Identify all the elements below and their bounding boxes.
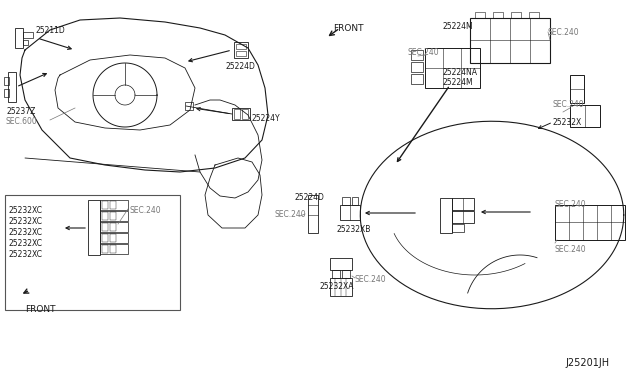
Text: SEC.240: SEC.240 bbox=[555, 200, 587, 209]
Bar bbox=[236, 51, 246, 56]
Bar bbox=[110, 234, 116, 242]
Bar bbox=[110, 212, 116, 220]
Text: 25232XC: 25232XC bbox=[8, 217, 42, 226]
Bar bbox=[100, 211, 128, 221]
Text: 25232XC: 25232XC bbox=[8, 250, 42, 259]
Bar bbox=[15, 28, 23, 48]
Text: FRONT: FRONT bbox=[25, 305, 56, 314]
Bar bbox=[100, 233, 128, 243]
Bar bbox=[102, 201, 108, 209]
Bar bbox=[102, 234, 108, 242]
Bar bbox=[411, 50, 423, 60]
Bar bbox=[234, 42, 248, 58]
Bar bbox=[308, 195, 318, 233]
Text: 25224D: 25224D bbox=[295, 193, 325, 202]
Bar bbox=[102, 223, 108, 231]
Bar bbox=[452, 224, 464, 232]
Text: 25232XC: 25232XC bbox=[8, 239, 42, 248]
Text: SEC.240: SEC.240 bbox=[408, 48, 440, 57]
Text: SEC.240: SEC.240 bbox=[275, 210, 307, 219]
Bar bbox=[340, 205, 360, 220]
Bar bbox=[88, 200, 100, 255]
Bar bbox=[4, 89, 9, 97]
Text: 25224NA: 25224NA bbox=[443, 68, 478, 77]
Text: SEC.240: SEC.240 bbox=[553, 100, 584, 109]
Bar bbox=[236, 44, 246, 49]
Bar bbox=[110, 223, 116, 231]
Bar bbox=[493, 12, 503, 18]
Bar bbox=[411, 74, 423, 84]
Text: 25232X: 25232X bbox=[553, 118, 582, 127]
Bar bbox=[411, 62, 423, 72]
Text: SEC.240: SEC.240 bbox=[555, 245, 587, 254]
Text: 25211D: 25211D bbox=[35, 26, 65, 35]
Text: SEC.240: SEC.240 bbox=[130, 206, 162, 215]
Text: 25224M: 25224M bbox=[443, 22, 474, 31]
Text: SEC.240: SEC.240 bbox=[355, 275, 387, 284]
Text: FRONT: FRONT bbox=[333, 24, 364, 33]
Bar bbox=[330, 258, 352, 270]
Bar bbox=[8, 72, 16, 102]
Bar bbox=[470, 18, 550, 63]
Bar bbox=[4, 77, 9, 85]
Bar bbox=[234, 109, 240, 119]
Bar bbox=[23, 32, 33, 38]
Bar bbox=[440, 198, 452, 233]
Bar bbox=[529, 12, 539, 18]
Bar bbox=[110, 201, 116, 209]
Bar bbox=[232, 108, 250, 120]
Bar bbox=[425, 48, 480, 88]
Bar bbox=[452, 198, 474, 210]
Bar bbox=[242, 109, 248, 119]
Text: J25201JH: J25201JH bbox=[565, 358, 609, 368]
Text: 25237Z: 25237Z bbox=[6, 107, 35, 116]
Bar bbox=[330, 278, 352, 296]
Bar bbox=[100, 244, 128, 254]
Text: 25224Y: 25224Y bbox=[252, 114, 280, 123]
Bar bbox=[452, 211, 474, 223]
Bar bbox=[555, 205, 625, 240]
Bar bbox=[5, 195, 180, 310]
Bar bbox=[23, 40, 28, 45]
Bar bbox=[342, 197, 350, 205]
Bar bbox=[100, 200, 128, 210]
Text: 25232XC: 25232XC bbox=[8, 206, 42, 215]
Bar bbox=[570, 105, 600, 127]
Text: 25232XA: 25232XA bbox=[320, 282, 355, 291]
Bar bbox=[102, 245, 108, 253]
Text: 25224D: 25224D bbox=[226, 62, 256, 71]
Bar bbox=[332, 270, 340, 278]
Text: 25232XC: 25232XC bbox=[8, 228, 42, 237]
Bar bbox=[110, 245, 116, 253]
Text: 25224M: 25224M bbox=[443, 78, 474, 87]
Bar bbox=[102, 212, 108, 220]
Bar bbox=[100, 222, 128, 232]
Bar bbox=[352, 197, 358, 205]
Bar bbox=[185, 102, 193, 110]
Text: SEC.600: SEC.600 bbox=[5, 117, 36, 126]
Text: 25232XB: 25232XB bbox=[337, 225, 371, 234]
Text: SEC.240: SEC.240 bbox=[548, 28, 580, 37]
Bar bbox=[511, 12, 521, 18]
Bar bbox=[342, 270, 350, 278]
Bar bbox=[475, 12, 485, 18]
Bar bbox=[570, 75, 584, 103]
